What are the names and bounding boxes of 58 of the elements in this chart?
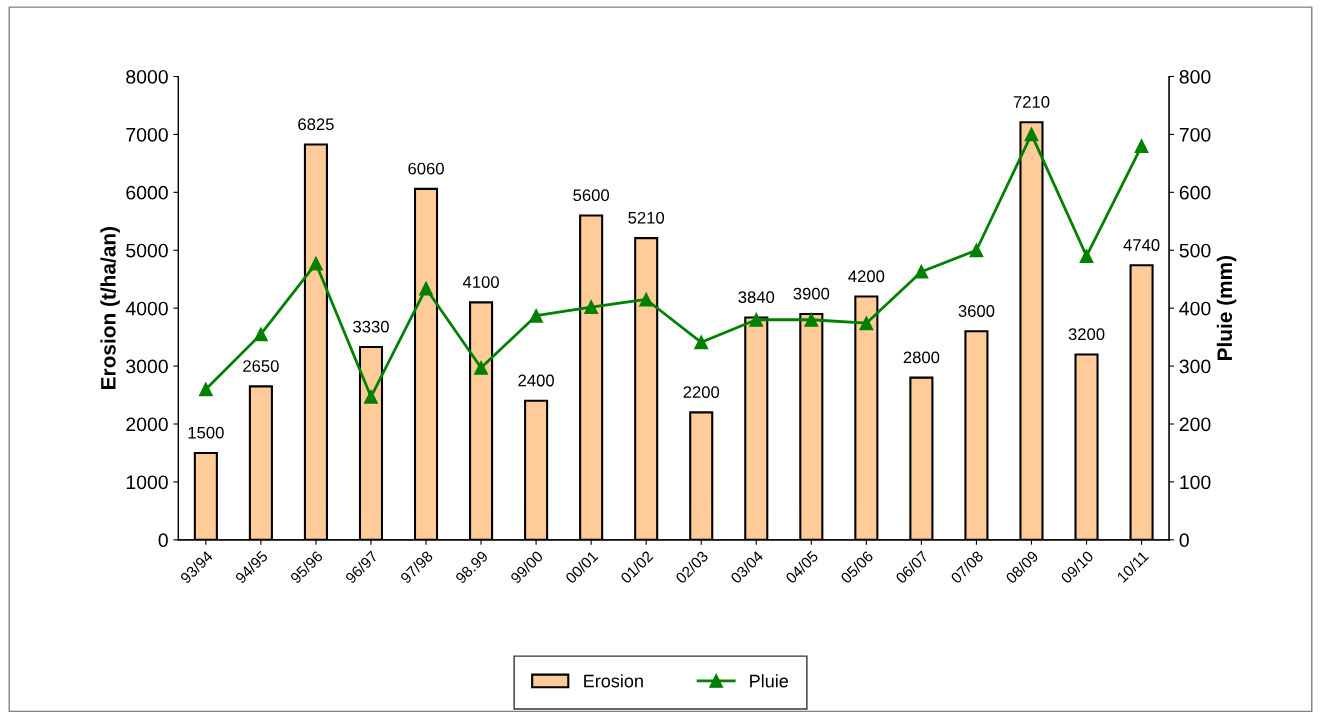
y2-tick-label: 500: [1179, 243, 1211, 258]
data-label: 4200: [848, 270, 885, 283]
point: [419, 281, 433, 296]
data-label: 2650: [243, 360, 279, 372]
data-label: 2800: [903, 351, 940, 364]
data-label: 3200: [1068, 328, 1105, 341]
y-axis-title: Erosion (t/ha/an): [100, 227, 120, 389]
data-label: 3900: [793, 287, 830, 300]
data-label: 4740: [1123, 239, 1160, 251]
data-label: 5210: [628, 211, 665, 224]
y2-axis-title: Pluie (mm): [1216, 255, 1237, 361]
data-label: 3840: [738, 291, 775, 304]
y2-tick-label: 200: [1179, 417, 1211, 432]
y2-tick-label: 600: [1179, 185, 1211, 200]
y-tick-label: 8000: [126, 69, 168, 84]
y-tick-label: 2000: [126, 417, 168, 432]
point: [969, 243, 984, 258]
point: [364, 389, 378, 404]
data-label: 7210: [1013, 96, 1050, 108]
point: [1134, 139, 1149, 153]
y-tick-label: 4000: [125, 301, 168, 316]
point: [749, 312, 764, 327]
point: [1079, 249, 1094, 263]
y-tick-label: 3000: [126, 359, 168, 374]
data-label: 3330: [353, 320, 389, 333]
y-tick-label: 7000: [126, 127, 168, 142]
point: [639, 292, 654, 307]
point: [474, 360, 489, 375]
point: [198, 382, 213, 397]
point: [308, 256, 323, 271]
point: [804, 312, 819, 327]
y2-tick-label: 300: [1179, 359, 1211, 374]
point: [529, 308, 544, 323]
point: [1024, 127, 1039, 142]
legend-label: Pluie: [750, 674, 789, 688]
data-label: 2200: [683, 386, 720, 399]
data-label: 6060: [408, 162, 444, 175]
y-tick-label: 5000: [126, 243, 168, 258]
data-label: 2400: [518, 374, 554, 387]
y2-tick-label: 100: [1180, 475, 1211, 490]
data-label: 3600: [958, 305, 995, 317]
y2-tick-label: 700: [1179, 127, 1211, 142]
y2-tick-label: 400: [1179, 301, 1211, 316]
data-label: 1500: [188, 426, 224, 439]
data-label: 5600: [573, 189, 610, 202]
y2-tick-label: 0: [1179, 533, 1189, 548]
y-tick-label: 6000: [126, 185, 168, 200]
point: [584, 300, 599, 314]
legend-label: Erosion: [584, 674, 643, 688]
y2-tick-label: 800: [1179, 69, 1211, 84]
point: [914, 264, 929, 279]
point: [859, 316, 874, 331]
point: [253, 327, 268, 342]
y-tick-label: 0: [158, 533, 168, 548]
point: [694, 335, 709, 350]
y-tick-label: 1000: [126, 475, 168, 490]
data-label: 6825: [298, 118, 334, 131]
data-label: 4100: [462, 276, 499, 288]
